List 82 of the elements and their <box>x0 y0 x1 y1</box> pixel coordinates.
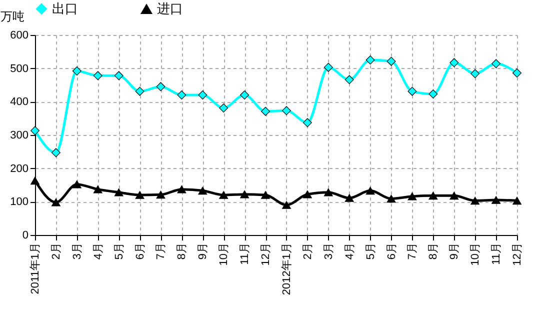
x-tick-label: 10月 <box>218 242 230 266</box>
point <box>198 90 208 100</box>
point <box>177 185 186 194</box>
x-tick-label: 9月 <box>197 242 210 260</box>
x-tick-label: 12月 <box>512 242 524 266</box>
x-tick-label: 2月 <box>302 242 314 260</box>
point <box>450 58 459 68</box>
x-tick-label: 5月 <box>113 242 126 260</box>
point <box>93 71 102 80</box>
point <box>324 188 333 196</box>
point <box>344 75 354 84</box>
point <box>492 196 501 204</box>
point <box>72 180 82 188</box>
x-tick-label: 8月 <box>428 242 440 260</box>
point <box>93 185 102 194</box>
x-tick-label: 2011年1月 <box>30 242 42 294</box>
point <box>51 198 60 206</box>
point <box>114 71 124 80</box>
point <box>51 148 60 158</box>
point <box>240 190 250 198</box>
x-tick-label: 6月 <box>386 242 398 260</box>
point <box>282 201 291 209</box>
point <box>72 66 82 76</box>
point <box>282 106 291 116</box>
point <box>512 68 522 78</box>
x-tick-label: 7月 <box>155 242 168 260</box>
point <box>512 196 522 205</box>
point <box>492 59 501 68</box>
x-tick-label: 11月 <box>239 242 252 265</box>
y-tick-label: 100 <box>10 196 28 208</box>
point <box>219 104 228 112</box>
x-tick-label: 11月 <box>490 242 503 265</box>
point <box>302 118 312 128</box>
x-tick-label: 8月 <box>176 242 188 260</box>
y-axis-title: 万吨 <box>0 10 24 24</box>
point <box>386 194 396 203</box>
point <box>470 69 480 78</box>
y-tick-label: 400 <box>10 96 28 108</box>
point <box>450 192 459 200</box>
x-tick-label: 10月 <box>470 242 482 266</box>
point <box>386 56 396 66</box>
point <box>135 191 144 199</box>
x-tick-label: 6月 <box>134 242 146 260</box>
point <box>408 86 417 96</box>
legend-label: 进口 <box>157 1 183 16</box>
point <box>156 82 166 92</box>
y-tick-label: 500 <box>10 62 28 75</box>
point <box>135 86 144 96</box>
point <box>366 186 375 195</box>
point <box>344 194 354 202</box>
y-tick-label: 0 <box>22 230 28 242</box>
x-tick-label: 12月 <box>260 242 272 266</box>
x-tick-label: 5月 <box>364 242 377 260</box>
point <box>156 190 166 199</box>
point <box>428 192 438 200</box>
point <box>30 176 40 185</box>
point <box>470 196 480 205</box>
point <box>408 192 417 200</box>
point <box>366 56 375 64</box>
point <box>177 90 186 100</box>
point <box>114 188 124 196</box>
point <box>428 90 438 98</box>
point <box>30 126 40 136</box>
point <box>324 62 333 72</box>
y-tick-label: 200 <box>10 162 28 175</box>
point <box>261 191 270 199</box>
x-tick-label: 2月 <box>50 242 62 260</box>
point <box>261 106 270 116</box>
x-tick-label: 2012年1月 <box>280 242 293 296</box>
x-tick-label: 3月 <box>71 242 84 260</box>
x-tick-label: 3月 <box>322 242 335 260</box>
point <box>302 190 312 198</box>
x-tick-label: 4月 <box>344 242 356 260</box>
y-tick-label: 600 <box>10 30 28 42</box>
y-tick-label: 300 <box>10 130 28 142</box>
x-tick-label: 4月 <box>92 242 104 260</box>
point <box>198 186 208 195</box>
legend-label: 出口 <box>52 0 78 16</box>
x-tick-label: 7月 <box>406 242 419 260</box>
point <box>219 191 228 199</box>
x-tick-label: 9月 <box>448 242 461 260</box>
point <box>240 90 250 100</box>
